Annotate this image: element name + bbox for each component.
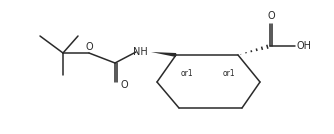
Text: O: O — [85, 42, 93, 52]
Text: NH: NH — [133, 47, 148, 57]
Text: O: O — [267, 11, 275, 21]
Text: or1: or1 — [223, 68, 235, 77]
Polygon shape — [151, 52, 176, 57]
Text: or1: or1 — [181, 68, 193, 77]
Text: OH: OH — [297, 41, 312, 51]
Text: O: O — [121, 80, 129, 90]
